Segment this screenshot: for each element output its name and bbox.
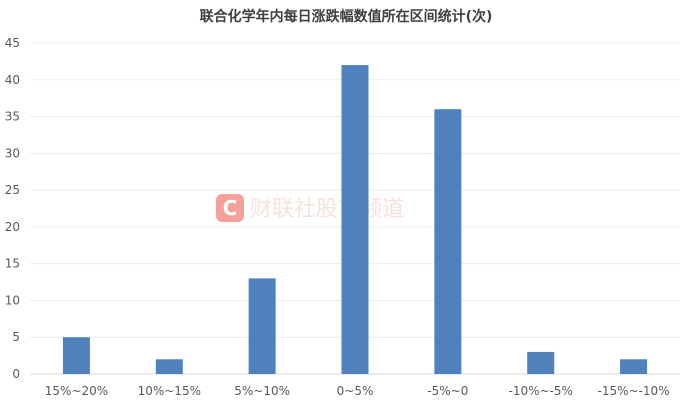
chart-title: 联合化学年内每日涨跌幅数值所在区间统计(次) <box>200 8 493 25</box>
y-tick-label: 5 <box>12 330 20 344</box>
y-tick-label: 0 <box>12 367 20 381</box>
bar <box>341 65 369 375</box>
x-tick-label: 5%~10% <box>234 384 290 398</box>
bar <box>620 359 648 374</box>
y-tick-labels: 0 5 10 15 20 25 30 35 40 45 <box>5 36 20 381</box>
y-tick-label: 30 <box>5 146 20 160</box>
y-tick-label: 20 <box>5 220 20 234</box>
bar <box>527 351 555 374</box>
watermark-logo <box>216 194 244 222</box>
watermark-logo-letter: C <box>223 196 238 220</box>
x-tick-label: 15%~20% <box>45 384 108 398</box>
x-tick-labels: 15%~20% 10%~15% 5%~10% 0~5% -5%~0 -10%~-5% -15… <box>45 384 670 398</box>
bars <box>62 65 648 375</box>
bar <box>434 109 462 374</box>
y-tick-label: 45 <box>5 36 20 50</box>
y-tick-label: 10 <box>5 293 20 307</box>
x-tick-label: 10%~15% <box>138 384 201 398</box>
watermark-text: 财联社股市频道 <box>250 197 404 222</box>
x-tick-label: -10%~-5% <box>508 384 572 398</box>
y-tick-label: 35 <box>5 110 20 124</box>
x-tick-label: -5%~0 <box>427 384 468 398</box>
x-tick-label: 0~5% <box>337 384 374 398</box>
x-tick-label: -15%~-10% <box>598 384 670 398</box>
bar <box>62 337 90 374</box>
y-tick-label: 25 <box>5 183 20 197</box>
bar <box>155 359 183 374</box>
bar <box>248 278 276 374</box>
y-tick-label: 15 <box>5 257 20 271</box>
watermark: C 财联社股市频道 <box>216 194 404 222</box>
y-tick-label: 40 <box>5 73 20 87</box>
